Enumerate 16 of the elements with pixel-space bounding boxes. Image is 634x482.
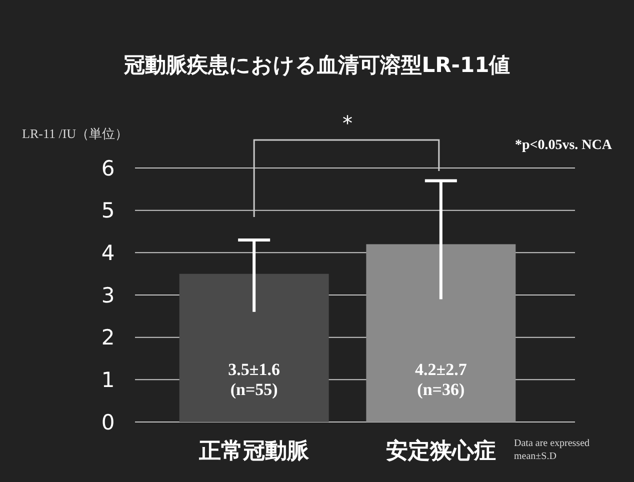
text: * <box>342 111 352 135</box>
y-tick-label: 3 <box>101 283 115 308</box>
y-tick-label: 5 <box>101 198 115 223</box>
y-axis-title: LR-11 /IU（単位） <box>22 126 128 141</box>
chart-title: 冠動脈疾患における血清可溶型LR-11値 <box>122 53 510 77</box>
x-tick-label: 正常冠動脈 <box>198 439 310 464</box>
data-label: 4.2±2.7 (n=36) <box>415 360 468 399</box>
text: Data are expressed mean±S.D <box>514 438 590 462</box>
y-tick-label: 0 <box>101 410 115 434</box>
data-label: 3.5±1.6 (n=55) <box>228 360 280 399</box>
y-tick-label: 1 <box>101 368 115 392</box>
y-tick-label: 2 <box>101 326 115 350</box>
x-tick-label: 安定狭心症 <box>386 438 496 464</box>
y-tick-label: 6 <box>101 156 115 180</box>
y-tick-label: 4 <box>101 241 115 266</box>
text: *p<0.05vs. NCA <box>514 138 613 153</box>
